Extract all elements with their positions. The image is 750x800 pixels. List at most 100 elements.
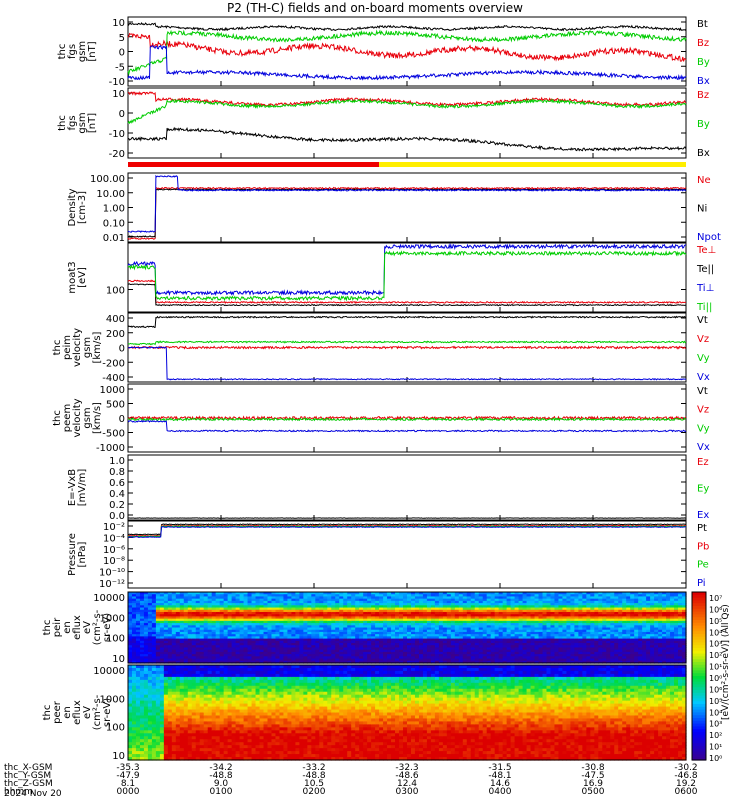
x-row-value: -30.8 (581, 763, 605, 773)
colorbar-cell (692, 754, 706, 758)
legend-peim_v-Vx: Vx (697, 372, 710, 383)
legend-peem_v-Vx: Vx (697, 442, 710, 453)
legend-fgs_gse-Bx: Bx (697, 148, 710, 159)
legend-temp-Te⊥: Te⊥ (696, 245, 716, 256)
x-row-value: -34.2 (209, 763, 232, 773)
y-axis-label-peem_v: gsm (82, 407, 93, 428)
y-tick-label-efield: 0.4 (109, 489, 125, 500)
legend-temp-Te||: Te|| (696, 264, 714, 275)
x-row-value: 0300 (396, 787, 419, 797)
y-tick-label-peem_v: -1000 (96, 443, 125, 454)
y-axis-label-peer: en (62, 706, 73, 719)
y-tick-label-fgs_gsm: 5 (119, 33, 125, 44)
panel-frame-density (127, 172, 687, 243)
spectrogram-peer-frame (127, 664, 687, 761)
y-axis-label-fgs_gsm: [nT] (87, 41, 98, 61)
legend-pressure-Pe: Pe (697, 560, 709, 571)
legend-temp-Ti⊥: Ti⊥ (696, 283, 714, 294)
legend-peem_v-Vy: Vy (697, 423, 710, 434)
legend-peim_v-Vt: Vt (697, 315, 708, 326)
x-row-value: 8.1 (121, 779, 135, 789)
y-axis-label-fgs_gse: [nT] (87, 113, 98, 133)
colorbar-cell (692, 611, 706, 615)
y-tick-label-peem_v: 500 (106, 400, 125, 411)
legend-density-Npot: Npot (697, 232, 721, 243)
line-Vt-peim (127, 315, 687, 329)
y-axis-label-peer: eflux (72, 700, 83, 725)
colorbar-cell (692, 653, 706, 657)
legend-fgs_gse-By: By (697, 119, 710, 130)
colorbar-cell (692, 603, 706, 607)
legend-density-Ni: Ni (697, 204, 707, 215)
y-axis-label-pressure: Pressure (67, 533, 78, 576)
colorbar-tick: 10³ (709, 720, 722, 729)
x-row-value: -32.3 (395, 763, 418, 773)
y-axis-label-peer: eV (82, 706, 93, 719)
y-tick-label-density: 0.10 (103, 218, 125, 229)
colorbar-tick: 10¹ (709, 743, 722, 752)
y-axis-label-peem_v: thc (52, 410, 63, 426)
panel-frame-fgs_gse (127, 87, 687, 159)
colorbar-cell (692, 704, 706, 708)
x-row-label: thc_X-GSM (4, 763, 52, 773)
colorbar-tick: 10⁵ (709, 697, 722, 706)
colorbar-tick: 10⁰ (709, 674, 722, 683)
colorbar-cell (692, 678, 706, 683)
y-tick-label-pressure: 10⁻⁴ (103, 533, 125, 544)
colorbar-tick: 10² (709, 651, 722, 660)
colorbar-cell (692, 737, 706, 741)
colorbar-cell (692, 614, 706, 618)
y-tick-label-peim_v: 200 (106, 329, 125, 340)
y-axis-label-peir: eV (82, 621, 93, 634)
legend-efield-Ez: Ez (697, 457, 709, 468)
line-Npot (127, 174, 687, 234)
y-axis-label-peir: (cm²-s- (92, 609, 103, 645)
line-By (127, 29, 687, 76)
colorbar-cell (692, 667, 706, 671)
colorbar-cell (692, 720, 706, 725)
y-axis-label-peer: peer (52, 700, 63, 724)
colorbar-cell (692, 597, 706, 601)
colorbar-tick: 10⁶ (709, 605, 722, 614)
y-tick-label-peir: 10 (112, 654, 125, 665)
colorbar-cell (692, 592, 706, 596)
y-axis-label-peim_v: peim (62, 335, 73, 360)
colorbar-tick: 10⁷ (709, 594, 722, 603)
x-row-value: -48.1 (488, 771, 511, 781)
colorbar-cell (692, 757, 706, 761)
x-row-value: 0600 (675, 787, 698, 797)
x-row-value: -30.2 (674, 763, 697, 773)
colorbar-cell (692, 729, 706, 733)
spectrogram-peir (128, 592, 687, 664)
y-axis-label-temp: moat3 (67, 261, 78, 293)
y-axis-label-peim_v: thc (52, 340, 63, 356)
colorbar-cell (692, 701, 706, 705)
line-Vy-peim (127, 340, 687, 346)
colorbar-tick: 10⁰ (709, 754, 722, 763)
y-tick-label-efield: 1.0 (109, 456, 125, 467)
y-axis-label-pressure: [nPa] (77, 541, 88, 567)
colorbar-cell (692, 628, 706, 632)
colorbar-cell (692, 656, 706, 660)
y-axis-label-peem_v: [km/s] (92, 402, 103, 434)
line-Ne (127, 186, 687, 240)
colorbar-cell (692, 748, 706, 753)
y-tick-label-peem_v: 1000 (100, 385, 125, 396)
colorbar-cell (692, 681, 706, 685)
x-row-value: 0100 (210, 787, 233, 797)
colorbar-cell (692, 670, 706, 674)
x-row-value: -31.5 (488, 763, 511, 773)
colorbar-cell (692, 746, 706, 750)
y-tick-label-fgs_gsm: -10 (109, 77, 125, 88)
colorbar-cell (692, 706, 706, 711)
y-tick-label-pressure: 10⁻⁸ (103, 556, 125, 567)
colorbar-cell (692, 631, 706, 635)
panel-frame-pressure (127, 520, 687, 589)
y-tick-label-pressure: 10⁻¹⁰ (99, 568, 125, 579)
y-axis-label-peir: en (62, 621, 73, 634)
line-Ni (127, 188, 687, 238)
y-axis-label-temp: [eV] (77, 267, 88, 288)
colorbar-cell (692, 698, 706, 702)
colorbar-cell (692, 743, 706, 747)
y-axis-label-peim_v: velocity (72, 328, 83, 367)
